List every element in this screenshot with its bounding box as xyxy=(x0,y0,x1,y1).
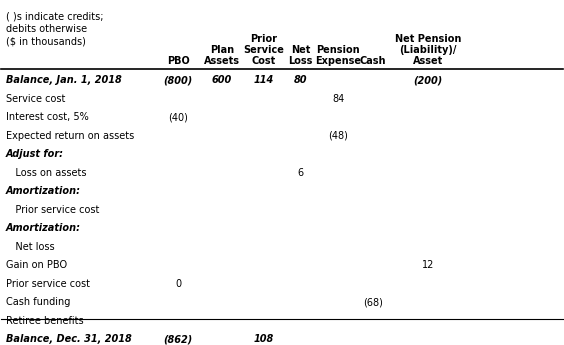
Text: Prior service cost: Prior service cost xyxy=(6,205,99,215)
Text: Plan: Plan xyxy=(210,45,234,55)
Text: Cash: Cash xyxy=(360,57,386,67)
Text: (48): (48) xyxy=(328,130,348,140)
Text: Service: Service xyxy=(244,45,284,55)
Text: Amortization:: Amortization: xyxy=(6,223,81,233)
Text: Loss: Loss xyxy=(288,57,312,67)
Text: (200): (200) xyxy=(413,75,443,85)
Text: (68): (68) xyxy=(363,297,383,307)
Text: Adjust for:: Adjust for: xyxy=(6,149,64,159)
Text: 80: 80 xyxy=(294,75,307,85)
Text: Gain on PBO: Gain on PBO xyxy=(6,260,67,270)
Text: Asset: Asset xyxy=(413,57,443,67)
Text: Expense: Expense xyxy=(315,57,361,67)
Text: Cost: Cost xyxy=(252,57,276,67)
Text: (800): (800) xyxy=(164,75,193,85)
Text: Pension: Pension xyxy=(316,45,360,55)
Text: Assets: Assets xyxy=(204,57,240,67)
Text: Balance, Dec. 31, 2018: Balance, Dec. 31, 2018 xyxy=(6,334,131,344)
Text: (40): (40) xyxy=(168,112,188,122)
Text: Expected return on assets: Expected return on assets xyxy=(6,130,134,140)
Text: ( )s indicate credits;: ( )s indicate credits; xyxy=(6,11,103,21)
Text: Prior: Prior xyxy=(250,34,277,44)
Text: PBO: PBO xyxy=(167,57,190,67)
Text: 108: 108 xyxy=(254,334,274,344)
Text: Loss on assets: Loss on assets xyxy=(6,168,86,178)
Text: Net Pension: Net Pension xyxy=(395,34,461,44)
Text: Balance, Jan. 1, 2018: Balance, Jan. 1, 2018 xyxy=(6,75,122,85)
Text: ($ in thousands): ($ in thousands) xyxy=(6,37,86,47)
Text: 84: 84 xyxy=(332,93,344,104)
Text: Cash funding: Cash funding xyxy=(6,297,70,307)
Text: (Liability)/: (Liability)/ xyxy=(399,45,457,55)
Text: (862): (862) xyxy=(164,334,193,344)
Text: Retiree benefits: Retiree benefits xyxy=(6,316,83,326)
Text: 0: 0 xyxy=(175,278,181,288)
Text: Interest cost, 5%: Interest cost, 5% xyxy=(6,112,89,122)
Text: 114: 114 xyxy=(254,75,274,85)
Text: 12: 12 xyxy=(422,260,434,270)
Text: 600: 600 xyxy=(212,75,232,85)
Text: Prior service cost: Prior service cost xyxy=(6,278,90,288)
Text: Amortization:: Amortization: xyxy=(6,186,81,196)
Text: Net loss: Net loss xyxy=(6,241,55,252)
Text: Service cost: Service cost xyxy=(6,93,65,104)
Text: debits otherwise: debits otherwise xyxy=(6,24,87,34)
Text: 6: 6 xyxy=(297,168,303,178)
Text: Net: Net xyxy=(291,45,310,55)
